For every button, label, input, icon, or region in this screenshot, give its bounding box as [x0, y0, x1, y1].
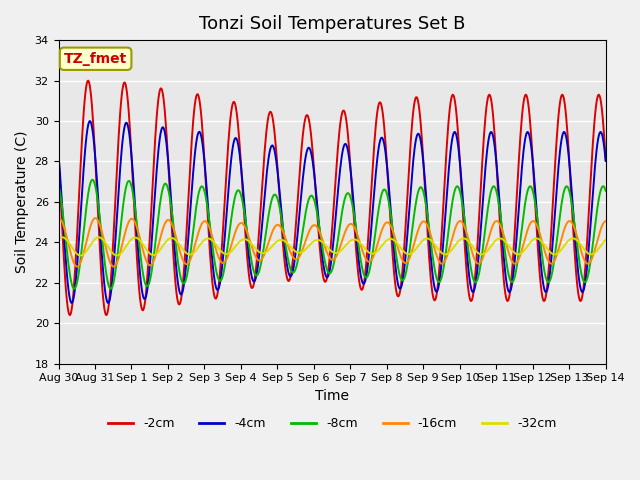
Title: Tonzi Soil Temperatures Set B: Tonzi Soil Temperatures Set B — [199, 15, 465, 33]
Y-axis label: Soil Temperature (C): Soil Temperature (C) — [15, 131, 29, 273]
-2cm — [66, 312, 74, 318]
-8cm — [602, 188, 609, 193]
-4cm — [54, 151, 62, 157]
-2cm — [178, 291, 186, 297]
Legend: -2cm, -4cm, -8cm, -16cm, -32cm: -2cm, -4cm, -8cm, -16cm, -32cm — [103, 412, 561, 435]
-4cm — [178, 291, 186, 297]
-32cm — [178, 245, 186, 251]
Line: -4cm: -4cm — [58, 121, 605, 303]
-2cm — [416, 113, 424, 119]
X-axis label: Time: Time — [315, 389, 349, 403]
-16cm — [207, 228, 214, 234]
-8cm — [400, 276, 408, 282]
-16cm — [109, 264, 117, 269]
-8cm — [207, 229, 214, 235]
-2cm — [207, 261, 214, 267]
-16cm — [400, 260, 408, 265]
-2cm — [602, 157, 609, 163]
-32cm — [54, 236, 62, 242]
-4cm — [122, 120, 130, 126]
-16cm — [122, 226, 130, 232]
-16cm — [416, 223, 424, 228]
-16cm — [178, 254, 186, 260]
-4cm — [416, 134, 424, 140]
-8cm — [54, 182, 62, 188]
Line: -16cm: -16cm — [58, 218, 605, 266]
-32cm — [77, 252, 84, 258]
-2cm — [400, 248, 408, 253]
-32cm — [602, 237, 609, 243]
-32cm — [58, 234, 66, 240]
-16cm — [92, 215, 99, 221]
-32cm — [122, 243, 130, 249]
-2cm — [84, 78, 92, 84]
Line: -2cm: -2cm — [58, 81, 605, 315]
-4cm — [86, 118, 93, 124]
-4cm — [104, 300, 112, 306]
-32cm — [207, 237, 214, 242]
-8cm — [70, 286, 78, 292]
-2cm — [65, 309, 72, 314]
Line: -32cm: -32cm — [58, 237, 605, 255]
-4cm — [602, 158, 609, 164]
-2cm — [122, 84, 130, 90]
-16cm — [54, 215, 62, 221]
-8cm — [65, 261, 72, 267]
-8cm — [89, 177, 97, 182]
-8cm — [416, 185, 424, 191]
-32cm — [65, 240, 73, 246]
Text: TZ_fmet: TZ_fmet — [64, 52, 127, 66]
-16cm — [65, 241, 72, 247]
-8cm — [122, 183, 130, 189]
-16cm — [602, 218, 609, 224]
-32cm — [400, 249, 408, 254]
-4cm — [400, 268, 408, 274]
-2cm — [54, 152, 62, 157]
Line: -8cm: -8cm — [58, 180, 605, 289]
-4cm — [65, 287, 72, 292]
-32cm — [416, 240, 424, 246]
-4cm — [207, 240, 214, 245]
-8cm — [178, 278, 186, 284]
